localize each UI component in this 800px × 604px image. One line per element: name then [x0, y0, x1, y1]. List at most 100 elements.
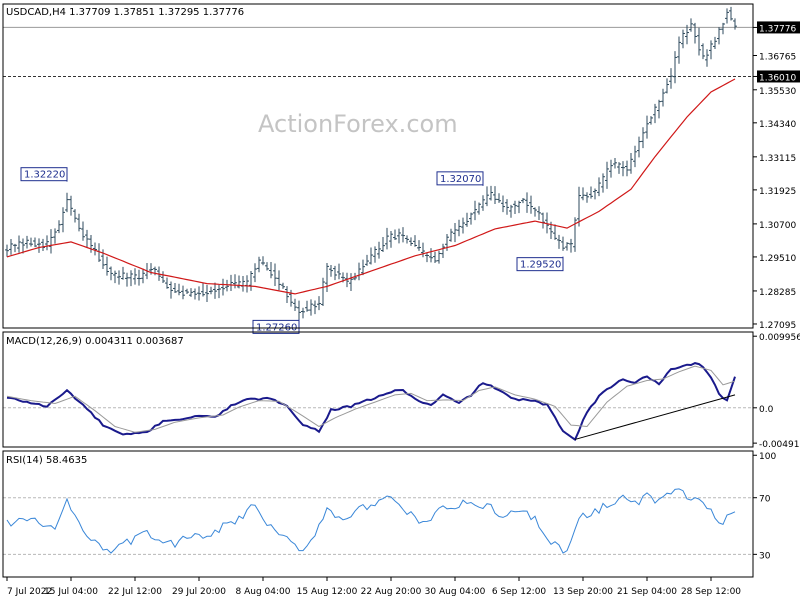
- price-y-tick-label: 1.30700: [759, 221, 796, 231]
- x-tick-label: 22 Jul 12:00: [108, 587, 162, 597]
- price-bar: [681, 29, 685, 49]
- price-bar: [565, 242, 569, 251]
- price-bar: [721, 22, 725, 35]
- price-bar: [309, 299, 313, 316]
- price-bar: [137, 269, 141, 286]
- price-bar: [5, 244, 9, 257]
- price-bar: [233, 274, 237, 289]
- price-bar: [253, 263, 257, 283]
- price-bar: [485, 186, 489, 207]
- price-bar: [497, 193, 501, 203]
- annotation-label: 1.29520: [520, 260, 561, 271]
- macd-macd-line: [6, 362, 736, 442]
- rsi-panel-frame: [2, 450, 754, 578]
- price-bar: [605, 161, 609, 189]
- price-y-tick-label: 1.29510: [759, 254, 796, 264]
- price-bar: [237, 275, 241, 289]
- price-bar: [613, 157, 617, 169]
- price-bar: [45, 235, 49, 251]
- price-bar: [517, 200, 521, 214]
- price-bar: [325, 263, 329, 292]
- x-tick-label: 15 Jul 04:00: [44, 587, 98, 597]
- price-bar: [413, 235, 417, 247]
- moving-average-line: [6, 78, 736, 295]
- price-bar: [105, 256, 109, 276]
- price-bar: [397, 228, 401, 244]
- price-bar: [409, 237, 413, 246]
- price-bar: [53, 228, 57, 244]
- price-bar: [389, 230, 393, 248]
- price-bar: [89, 235, 93, 253]
- price-bar: [73, 209, 77, 223]
- macd-header: MACD(12,26,9) 0.004311 0.003687: [6, 336, 184, 347]
- price-bar: [553, 224, 557, 240]
- price-bar: [201, 282, 205, 297]
- macd-y-tick-label: -0.004912: [759, 440, 800, 450]
- price-bar: [657, 99, 661, 119]
- price-bar: [21, 238, 25, 254]
- x-tick-label: 6 Sep 12:00: [492, 587, 547, 597]
- price-bar: [281, 282, 285, 289]
- price-bar: [49, 229, 53, 254]
- price-bar: [557, 234, 561, 249]
- y-tick-highlight: [757, 21, 800, 34]
- x-tick-label: 7 Jul 2022: [7, 587, 52, 597]
- price-bar: [169, 281, 173, 299]
- price-bar: [597, 177, 601, 197]
- price-bar: [473, 200, 477, 221]
- price-bar: [469, 212, 473, 225]
- price-bar: [401, 227, 405, 243]
- price-bar: [381, 236, 385, 252]
- x-tick-label: 15 Aug 12:00: [297, 587, 358, 597]
- price-bar: [121, 266, 125, 280]
- price-bar: [317, 296, 321, 311]
- macd-y-tick-label: 0.009956: [759, 333, 800, 343]
- price-bar: [177, 283, 181, 296]
- price-bar: [197, 286, 201, 301]
- price-bar: [685, 24, 689, 45]
- price-bar: [429, 248, 433, 263]
- price-bar: [673, 51, 677, 84]
- price-bar: [37, 238, 41, 253]
- price-bar: [573, 217, 577, 252]
- price-bar: [57, 220, 61, 234]
- price-bar: [533, 207, 537, 217]
- price-bar: [641, 127, 645, 149]
- price-bar: [689, 18, 693, 32]
- price-bar: [337, 263, 341, 280]
- price-bar: [129, 270, 133, 287]
- price-bar: [629, 152, 633, 174]
- rsi-y-tick-label: 30: [759, 551, 771, 561]
- price-bar: [77, 213, 81, 232]
- price-bar: [665, 78, 669, 94]
- price-bar: [161, 271, 165, 284]
- price-y-tick-label: 1.31925: [759, 187, 796, 197]
- price-y-tick-label: 1.33115: [759, 154, 796, 164]
- price-y-tick-label: 1.36010: [759, 73, 796, 83]
- price-bar: [293, 298, 297, 311]
- price-bar: [501, 195, 505, 213]
- price-bar: [93, 242, 97, 256]
- price-bar: [265, 262, 269, 271]
- price-bar: [581, 187, 585, 201]
- annotation-1-29520: 1.29520: [516, 256, 564, 272]
- rsi-y-tick-label: 70: [759, 495, 771, 505]
- price-bar: [85, 229, 89, 248]
- price-bar: [361, 259, 365, 276]
- price-bars: [5, 6, 737, 321]
- price-bar: [213, 282, 217, 299]
- x-tick-label: 29 Jul 20:00: [172, 587, 226, 597]
- price-bar: [513, 200, 517, 214]
- price-bar: [457, 219, 461, 237]
- price-bar: [709, 40, 713, 60]
- price-bar: [713, 36, 717, 49]
- price-bar: [585, 192, 589, 203]
- price-bar: [693, 22, 697, 44]
- annotation-1-27260: 1.27260: [252, 319, 300, 334]
- price-bar: [261, 256, 265, 266]
- price-bar: [273, 263, 277, 286]
- price-bar: [61, 207, 65, 233]
- price-bar: [437, 250, 441, 264]
- price-bar: [521, 197, 525, 204]
- price-bar: [505, 199, 509, 215]
